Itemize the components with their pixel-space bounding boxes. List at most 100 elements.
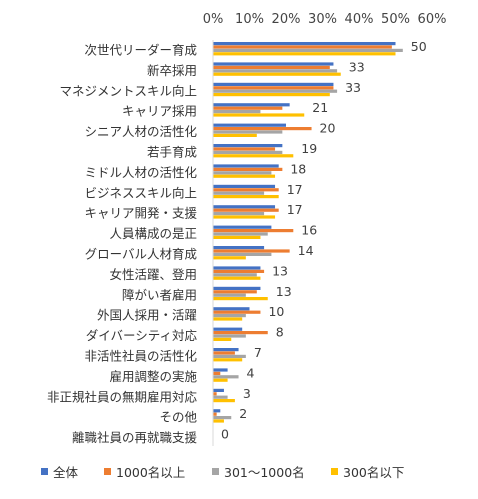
bar-3 (213, 130, 283, 134)
bar-3 (213, 110, 261, 114)
x-tick-label: 30% (308, 12, 337, 27)
bar-1 (213, 409, 221, 413)
bar-2 (213, 208, 279, 212)
data-label: 10 (268, 304, 284, 319)
legend-label: 全体 (53, 465, 79, 480)
data-label: 3 (243, 386, 251, 401)
bar-2 (213, 147, 276, 151)
bar-1 (213, 205, 276, 209)
bar-1 (213, 388, 224, 392)
bar-4 (213, 399, 235, 403)
data-label: 33 (345, 80, 361, 95)
data-label: 7 (254, 345, 262, 360)
bar-3 (213, 334, 246, 338)
bar-2 (213, 86, 334, 90)
data-label: 33 (349, 59, 365, 74)
bar-4 (213, 52, 396, 56)
category-label: ダイバーシティ対応 (86, 328, 198, 343)
legend-label: 300名以下 (343, 465, 404, 480)
category-label: 次世代リーダー育成 (84, 43, 197, 58)
legend-swatch (212, 468, 219, 475)
bar-1 (213, 82, 334, 86)
category-label: キャリア採用 (122, 104, 197, 119)
bar-4 (213, 215, 276, 219)
data-label: 50 (411, 39, 427, 54)
bar-2 (213, 290, 257, 294)
category-label: シニア人材の活性化 (84, 124, 197, 139)
bar-1 (213, 225, 272, 229)
data-label: 8 (276, 325, 284, 340)
category-label: マネジメントスキル向上 (59, 83, 197, 98)
category-label: 離職社員の再就職支援 (72, 430, 198, 445)
data-label: 2 (239, 406, 247, 421)
legend-swatch (104, 468, 111, 475)
legend-swatch (41, 468, 48, 475)
bar-2 (213, 229, 294, 233)
bar-2 (213, 167, 283, 171)
data-label: 18 (290, 161, 306, 176)
category-label: その他 (159, 410, 197, 425)
bar-1 (213, 164, 279, 168)
bar-1 (213, 184, 276, 188)
category-label: 雇用調整の実施 (109, 369, 197, 384)
data-label: 16 (301, 223, 317, 238)
category-label: キャリア開発・支援 (84, 206, 197, 221)
bar-3 (213, 171, 272, 175)
bar-3 (213, 416, 232, 420)
bar-3 (213, 150, 283, 154)
bar-2 (213, 351, 235, 355)
category-label: グローバル人材育成 (85, 247, 197, 262)
bar-3 (213, 375, 239, 379)
x-tick-label: 50% (381, 12, 410, 27)
category-label: 人員構成の是正 (109, 226, 197, 241)
bar-3 (213, 293, 246, 297)
data-label: 21 (312, 100, 328, 115)
bar-3 (213, 314, 246, 318)
bar-3 (213, 89, 338, 93)
bar-2 (213, 45, 392, 49)
bar-4 (213, 256, 246, 260)
legend: 全体 1000名以上 301～1000名 300名以下 (41, 465, 404, 480)
category-label: 障がい者雇用 (122, 287, 197, 302)
bar-2 (213, 331, 268, 335)
bar-2 (213, 188, 279, 192)
x-tick-label: 40% (345, 12, 374, 27)
bar-4 (213, 133, 257, 137)
data-label: 17 (287, 182, 303, 197)
x-axis-ticks: 0% 10% 20% 30% 40% 50% 60% (203, 12, 447, 27)
bar-1 (213, 42, 396, 46)
bar-2 (213, 106, 283, 110)
bar-2 (213, 310, 261, 314)
data-label: 14 (298, 243, 314, 258)
bar-4 (213, 358, 243, 362)
data-label: 19 (301, 141, 317, 156)
bar-1 (213, 103, 290, 107)
bar-2 (213, 65, 330, 69)
bar-3 (213, 252, 272, 256)
category-label: 若手育成 (147, 145, 197, 160)
bar-4 (213, 174, 276, 178)
bar-1 (213, 246, 265, 250)
bar-1 (213, 348, 239, 352)
bars (213, 42, 403, 423)
category-label: ビジネススキル向上 (84, 185, 197, 200)
bar-4 (213, 235, 261, 239)
bar-4 (213, 297, 268, 301)
data-label: 17 (287, 202, 303, 217)
bar-2 (213, 412, 217, 416)
bar-2 (213, 392, 217, 396)
bar-4 (213, 93, 330, 97)
bar-1 (213, 123, 286, 127)
bar-1 (213, 144, 283, 148)
bar-2 (213, 269, 265, 273)
bar-1 (213, 266, 261, 270)
x-tick-label: 20% (272, 12, 301, 27)
bar-4 (213, 72, 341, 76)
category-label: 新卒採用 (147, 63, 197, 78)
bar-1 (213, 286, 261, 290)
bar-2 (213, 371, 221, 375)
bar-1 (213, 368, 228, 372)
category-label: 外国人採用・活躍 (97, 308, 197, 323)
